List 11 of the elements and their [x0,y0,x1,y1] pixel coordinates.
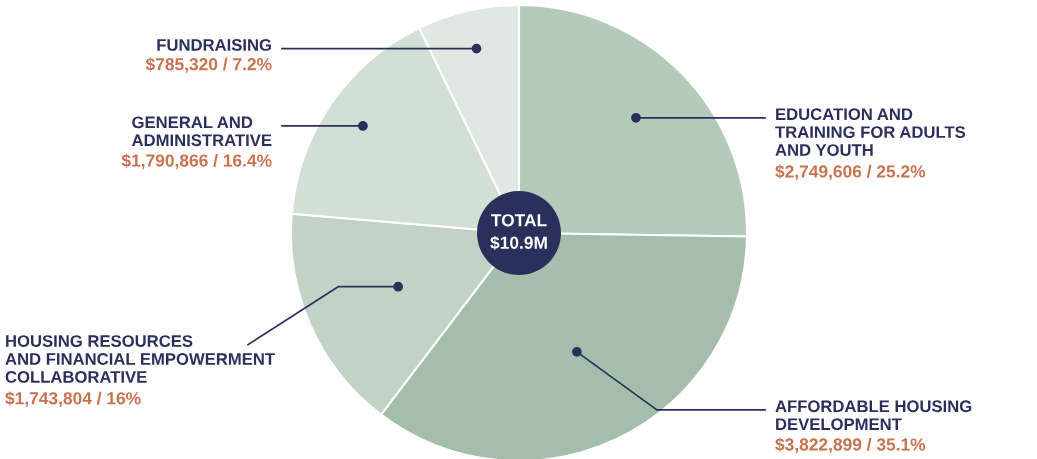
slice-label: FUNDRAISING [157,39,271,51]
data-label: $2,749,606 / 25.2% [775,164,926,181]
data-label: $785,320 / 7.2% [145,57,272,73]
slice-label: GENERAL AND ADMINISTRATIVE [131,116,272,147]
data-label: $1,790,866 / 16.4% [121,153,272,170]
data-label: $1,743,804 / 16% [5,391,141,407]
data-label: $3,822,899 / 35.1% [775,437,926,454]
text: TOTAL $10.9M [490,214,547,251]
slice-label: HOUSING RESOURCES AND FINANCIAL EMPOWERMENT COLLABORATIVE [5,335,275,383]
slice-label: EDUCATION AND TRAINING FOR ADULTS AND YOUTH [775,108,966,156]
slice-label: AFFORDABLE HOUSING DEVELOPMENT [775,400,972,431]
